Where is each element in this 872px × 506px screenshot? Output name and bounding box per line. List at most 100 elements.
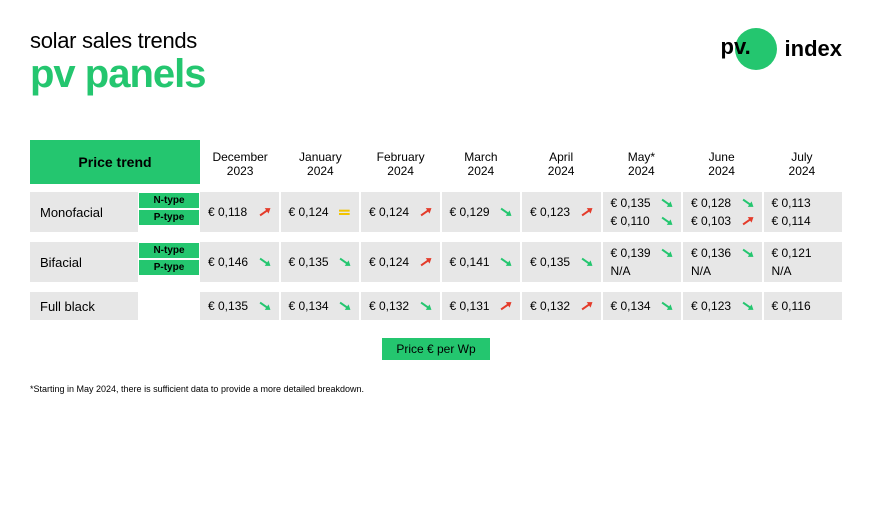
price-value: € 0,124 [369,205,409,219]
price-cell: € 0,128 € 0,103 [683,192,762,232]
logo-pv-text: pv. [721,34,751,60]
price-cell: € 0,131 [442,292,521,320]
cell-line-bottom: N/A [772,262,837,280]
arrow-down-icon [495,201,517,223]
price-cell: € 0,139 N/A [603,242,682,282]
arrow-down-icon [736,295,758,317]
price-cell: € 0,141 [442,242,521,282]
price-value: € 0,131 [450,299,490,313]
price-value: € 0,146 [208,255,248,269]
price-value: € 0,135 [611,196,651,210]
subtype-column: N-type P-type [138,192,200,232]
year-label: 2024 [708,164,735,178]
table-header-row: Price trend December2023January2024Febru… [30,140,842,184]
price-cell: € 0,118 [200,192,279,232]
price-cell: € 0,135 [281,242,360,282]
cell-line-top: € 0,128 [691,194,756,212]
price-value: € 0,141 [450,255,490,269]
arrow-down-icon [253,251,275,273]
price-value: € 0,134 [611,299,651,313]
price-cell: € 0,135 € 0,110 [603,192,682,232]
month-label: June [709,150,735,164]
arrow-up-icon [414,251,436,273]
table-row: Bifacial N-type P-type € 0,146 € 0,135 €… [30,242,842,282]
price-cell: € 0,135 [522,242,601,282]
price-cell: € 0,124 [361,192,440,232]
column-header: January2024 [280,140,360,184]
price-value: € 0,135 [530,255,570,269]
arrow-flat-icon [337,204,353,220]
column-header: February2024 [361,140,441,184]
arrow-down-icon [575,251,597,273]
price-value: € 0,113 [772,196,811,210]
month-label: February [377,150,425,164]
price-value: € 0,135 [208,299,248,313]
price-value: € 0,124 [289,205,329,219]
arrow-up-icon [495,295,517,317]
column-header: July2024 [762,140,842,184]
header: solar sales trends pv panels pv. index [30,28,842,94]
table-row: Monofacial N-type P-type € 0,118 € 0,124… [30,192,842,232]
price-cell: € 0,129 [442,192,521,232]
subtype-pill: N-type [138,192,200,209]
page-title: pv panels [30,54,206,94]
row-label: Full black [30,292,138,320]
logo-index-text: index [785,36,842,62]
arrow-down-icon [656,295,678,317]
subtype-pill: P-type [138,259,200,276]
arrow-up-icon [575,201,597,223]
month-label: December [212,150,267,164]
price-value: € 0,116 [772,299,811,313]
price-value: N/A [691,264,711,278]
legend-badge: Price € per Wp [382,338,489,360]
price-value: € 0,134 [289,299,329,313]
arrow-up-icon [253,201,275,223]
price-cell: € 0,135 [200,292,279,320]
year-label: 2024 [789,164,816,178]
price-value: € 0,123 [530,205,570,219]
row-label: Monofacial [30,192,138,232]
arrow-down-icon [656,210,678,232]
price-value: € 0,110 [611,214,650,228]
subtype-column: N-type P-type [138,242,200,282]
column-header: April2024 [521,140,601,184]
price-cell: € 0,124 [361,242,440,282]
price-cell: € 0,134 [603,292,682,320]
subtype-pill: N-type [138,242,200,259]
logo-dot-icon: pv. [735,28,777,70]
price-value: € 0,128 [691,196,731,210]
arrow-down-icon [656,242,678,264]
row-label-wrap: Full black [30,292,200,320]
price-trend-badge: Price trend [30,140,200,184]
row-label-wrap: Bifacial N-type P-type [30,242,200,282]
year-label: 2024 [387,164,414,178]
month-label: April [549,150,573,164]
price-value: € 0,135 [289,255,329,269]
footnote: *Starting in May 2024, there is sufficie… [30,384,842,394]
price-cell: € 0,134 [281,292,360,320]
column-header: May*2024 [601,140,681,184]
price-cell: € 0,132 [522,292,601,320]
column-header: March2024 [441,140,521,184]
price-cell: € 0,123 [522,192,601,232]
price-cell: € 0,146 [200,242,279,282]
row-label-wrap: Monofacial N-type P-type [30,192,200,232]
subtype-column [138,292,200,320]
cell-line-top: € 0,113 [772,194,837,212]
price-value: N/A [611,264,631,278]
year-label: 2024 [548,164,575,178]
cell-line-top: € 0,121 [772,244,837,262]
arrow-down-icon [253,295,275,317]
price-value: € 0,136 [691,246,731,260]
price-value: € 0,132 [530,299,570,313]
year-label: 2023 [227,164,254,178]
row-label: Bifacial [30,242,138,282]
year-label: 2024 [307,164,334,178]
cell-line-bottom: N/A [691,262,756,280]
table-row: Full black € 0,135 € 0,134 € 0,132 € 0,1… [30,292,842,320]
price-value: € 0,114 [772,214,811,228]
price-trend-table: Price trend December2023January2024Febru… [30,140,842,320]
arrow-up-icon [575,295,597,317]
price-value: € 0,121 [772,246,812,260]
arrow-up-icon [736,210,758,232]
